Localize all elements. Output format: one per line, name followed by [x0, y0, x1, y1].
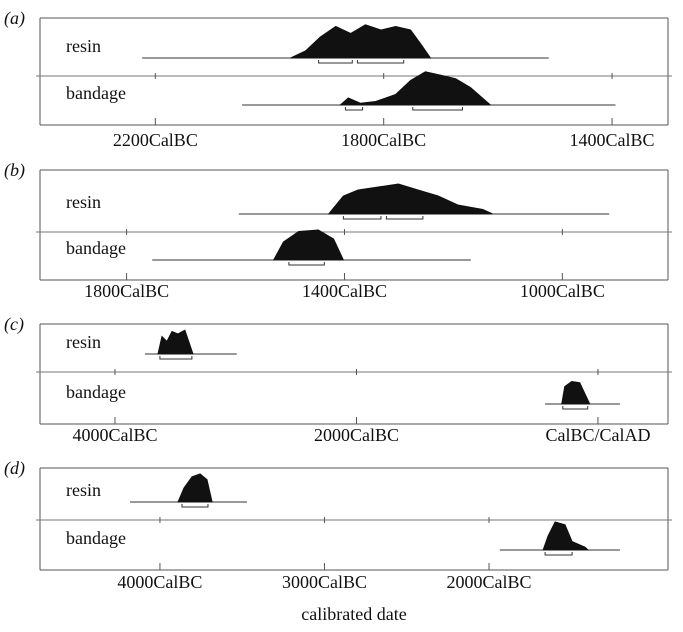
x-tick-label: 4000CalBC	[117, 572, 202, 592]
probability-density	[561, 380, 591, 405]
x-tick-label: 2000CalBC	[446, 572, 531, 592]
probability-density	[338, 71, 492, 106]
hpd-bracket	[288, 262, 325, 266]
hpd-bracket	[342, 216, 382, 220]
x-tick-label: 4000CalBC	[72, 425, 157, 445]
x-tick-label: 1800CalBC	[341, 130, 426, 150]
x-tick-label: 1400CalBC	[302, 281, 387, 301]
hpd-bracket	[159, 356, 193, 360]
panel-label: (d)	[4, 458, 25, 479]
probability-density	[542, 521, 590, 551]
row-label: bandage	[66, 83, 126, 103]
hpd-bracket	[544, 552, 573, 556]
row-label: resin	[66, 192, 101, 212]
x-tick-label: CalBC/CalAD	[545, 425, 650, 445]
panel-label: (b)	[4, 160, 25, 181]
probability-density	[290, 24, 432, 59]
hpd-bracket	[318, 60, 353, 64]
row-label: bandage	[66, 382, 126, 402]
x-tick-label: 2200CalBC	[113, 130, 198, 150]
x-tick-label: 2000CalBC	[314, 425, 399, 445]
probability-density	[272, 229, 345, 261]
probability-density	[177, 473, 213, 503]
row-label: resin	[66, 332, 101, 352]
x-tick-label: 1400CalBC	[570, 130, 655, 150]
row-label: bandage	[66, 238, 126, 258]
panel-label: (a)	[4, 8, 25, 29]
x-tick-label: 3000CalBC	[282, 572, 367, 592]
x-tick-label: 1800CalBC	[84, 281, 169, 301]
hpd-bracket	[412, 107, 463, 111]
probability-density	[157, 329, 194, 355]
panel-label: (c)	[4, 314, 24, 335]
probability-density	[327, 183, 493, 215]
hpd-bracket	[356, 60, 405, 64]
row-label: bandage	[66, 528, 126, 548]
hpd-bracket	[181, 504, 209, 508]
hpd-bracket	[385, 216, 424, 220]
row-label: resin	[66, 36, 101, 56]
hpd-bracket	[344, 107, 364, 111]
hpd-bracket	[562, 406, 589, 410]
row-label: resin	[66, 480, 101, 500]
x-tick-label: 1000CalBC	[520, 281, 605, 301]
x-axis-title: calibrated date	[301, 604, 406, 624]
